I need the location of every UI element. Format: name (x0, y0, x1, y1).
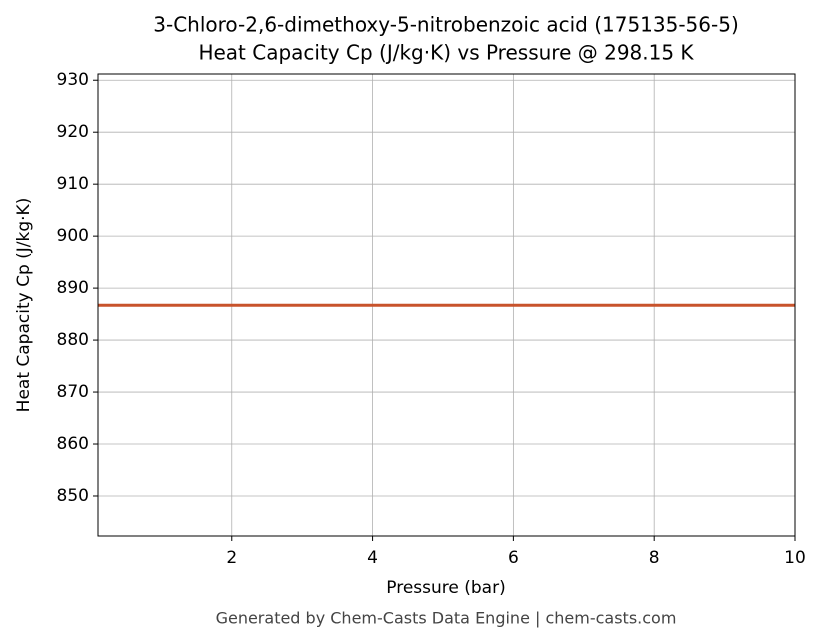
y-tick-label: 890 (57, 278, 89, 298)
y-tick-label: 850 (57, 486, 89, 506)
plot-frame (97, 73, 796, 537)
x-tick-label: 10 (784, 548, 806, 568)
x-tick-label: 6 (508, 548, 519, 568)
y-tick-label: 930 (57, 70, 89, 90)
y-tick-label: 920 (57, 122, 89, 142)
x-axis-label: Pressure (bar) (386, 578, 505, 598)
footer: Generated by Chem-Casts Data Engine | ch… (216, 609, 677, 628)
y-axis-label: Heat Capacity Cp (J/kg·K) (14, 198, 34, 413)
y-tick-label: 910 (57, 174, 89, 194)
x-tick-label: 4 (367, 548, 378, 568)
chart-subtitle: Heat Capacity Cp (J/kg·K) vs Pressure @ … (198, 41, 694, 65)
x-tick-label: 2 (226, 548, 237, 568)
y-tick-label: 900 (57, 226, 89, 246)
y-tick-label: 880 (57, 330, 89, 350)
y-tick-label: 870 (57, 382, 89, 402)
y-tick-label: 860 (57, 434, 89, 454)
x-tick-label: 8 (649, 548, 660, 568)
chart-title: 3-Chloro-2,6-dimethoxy-5-nitrobenzoic ac… (153, 13, 739, 37)
